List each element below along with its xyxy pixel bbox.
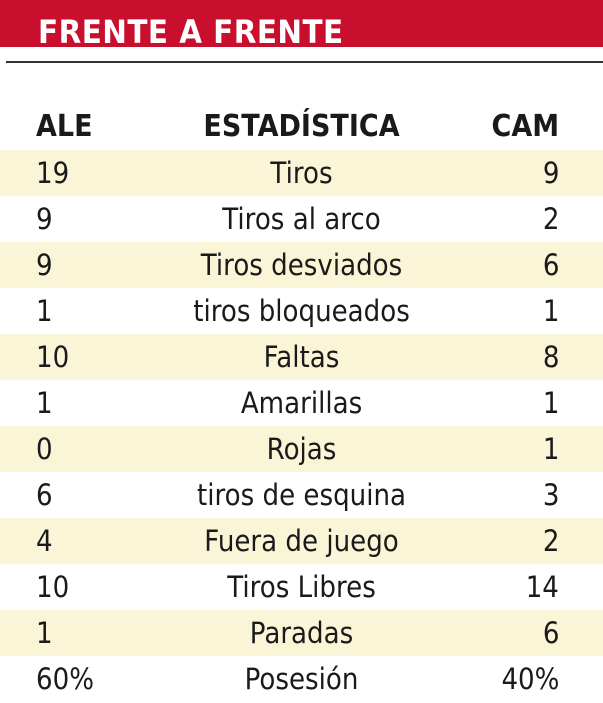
table-row: 10 Faltas 8	[0, 334, 603, 380]
stat-label: Tiros	[270, 156, 333, 190]
table-row: 0 Rojas 1	[0, 426, 603, 472]
cam-value: 6	[542, 248, 559, 282]
ale-value: 1	[36, 294, 53, 328]
divider	[6, 61, 603, 63]
ale-value: 19	[36, 156, 70, 190]
ale-value: 10	[36, 340, 70, 374]
table-row: 6 tiros de esquina 3	[0, 472, 603, 518]
stat-label: tiros bloqueados	[193, 294, 410, 328]
cam-value: 1	[542, 432, 559, 466]
stat-label: Paradas	[249, 616, 354, 650]
stat-label: Fuera de juego	[204, 524, 399, 558]
cam-value: 9	[542, 156, 559, 190]
cam-value: 2	[542, 202, 559, 236]
ale-value: 9	[36, 248, 53, 282]
stat-label: Posesión	[244, 662, 359, 696]
ale-value: 0	[36, 432, 53, 466]
stat-label: Tiros Libres	[227, 570, 376, 604]
title-banner: FRENTE A FRENTE	[0, 0, 603, 51]
ale-value: 1	[36, 386, 53, 420]
table-row: 1 Amarillas 1	[0, 380, 603, 426]
ale-value: 9	[36, 202, 53, 236]
table-row: 9 Tiros desviados 6	[0, 242, 603, 288]
table-header: ALE ESTADÍSTICA CAM	[0, 104, 603, 150]
cam-value: 6	[542, 616, 559, 650]
cam-value: 1	[542, 386, 559, 420]
cam-value: 14	[525, 570, 559, 604]
stat-label: Amarillas	[240, 386, 363, 420]
page-title: FRENTE A FRENTE	[38, 13, 344, 51]
stats-table: 19 Tiros 9 9 Tiros al arco 2 9 Tiros des…	[0, 150, 603, 702]
table-row: 1 Paradas 6	[0, 610, 603, 656]
table-row: 10 Tiros Libres 14	[0, 564, 603, 610]
column-header-ale: ALE	[36, 109, 93, 144]
ale-value: 60%	[36, 662, 95, 696]
stat-label: tiros de esquina	[197, 478, 406, 512]
ale-value: 4	[36, 524, 53, 558]
cam-value: 1	[542, 294, 559, 328]
table-row: 9 Tiros al arco 2	[0, 196, 603, 242]
stat-label: Tiros al arco	[222, 202, 381, 236]
column-header-cam: CAM	[491, 109, 559, 144]
ale-value: 1	[36, 616, 53, 650]
ale-value: 10	[36, 570, 70, 604]
column-header-estadistica: ESTADÍSTICA	[203, 109, 400, 144]
ale-value: 6	[36, 478, 53, 512]
cam-value: 8	[542, 340, 559, 374]
cam-value: 3	[542, 478, 559, 512]
table-row: 4 Fuera de juego 2	[0, 518, 603, 564]
stat-label: Tiros desviados	[200, 248, 403, 282]
table-row: 1 tiros bloqueados 1	[0, 288, 603, 334]
cam-value: 40%	[500, 662, 559, 696]
cam-value: 2	[542, 524, 559, 558]
stat-label: Rojas	[266, 432, 337, 466]
table-row: 19 Tiros 9	[0, 150, 603, 196]
stat-label: Faltas	[263, 340, 340, 374]
table-row: 60% Posesión 40%	[0, 656, 603, 702]
